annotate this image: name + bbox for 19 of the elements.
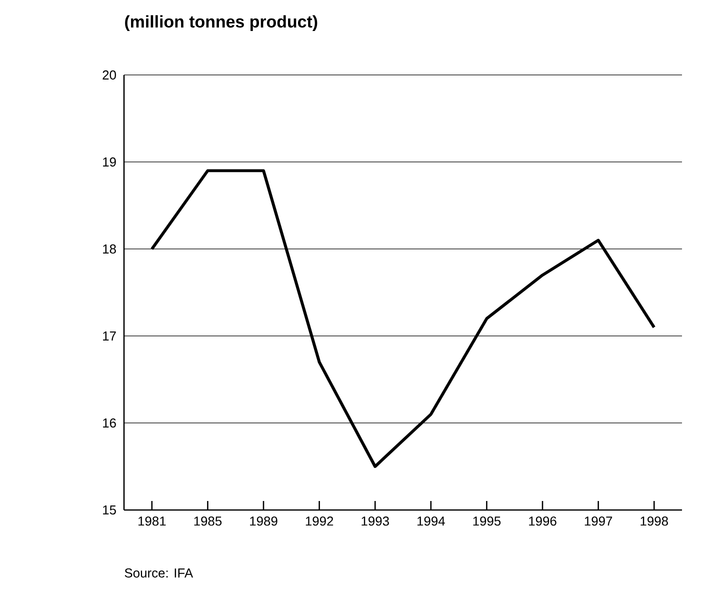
y-tick-label: 16 [103, 418, 116, 428]
source-note: Source: IFA [124, 568, 194, 578]
x-tick-label: 1989 [250, 516, 278, 526]
y-tick-label: 18 [103, 244, 116, 254]
x-tick-label: 1998 [640, 516, 668, 526]
y-tick-label: 20 [102, 70, 116, 80]
chart-title: (million tonnes product) [125, 15, 318, 31]
x-tick-label: 1992 [306, 516, 334, 526]
x-tick-label: 1981 [138, 516, 166, 526]
line-series [150, 169, 656, 468]
x-tick-label: 1997 [584, 516, 612, 526]
x-tick-label: 1995 [473, 516, 501, 526]
x-tick-label: 1985 [194, 516, 222, 526]
y-tick-label: 17 [103, 332, 116, 340]
x-tick-label: 1996 [529, 516, 556, 526]
x-tick-label: 1994 [417, 516, 445, 526]
x-tick-label: 1993 [362, 516, 389, 526]
y-tick-label: 15 [103, 505, 116, 514]
y-tick-label: 19 [103, 157, 116, 167]
